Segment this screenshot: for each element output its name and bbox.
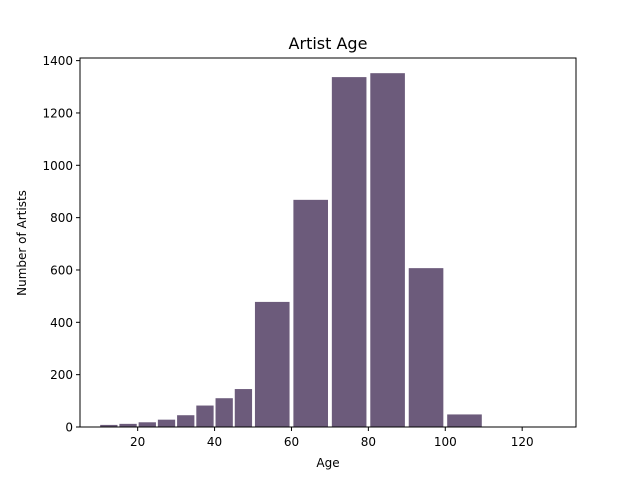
bar-20-25 bbox=[138, 422, 156, 427]
y-axis-ticks: 0 200 400 600 800 1000 1200 1400 bbox=[42, 54, 80, 435]
bar-60-70 bbox=[293, 199, 328, 427]
y-tick-label: 200 bbox=[50, 368, 73, 382]
y-axis-label: Number of Artists bbox=[15, 190, 29, 296]
y-tick-label: 400 bbox=[50, 316, 73, 330]
y-tick-label: 1200 bbox=[42, 106, 73, 120]
x-tick-label: 80 bbox=[361, 435, 376, 449]
chart-title: Artist Age bbox=[289, 34, 368, 53]
bar-90-100 bbox=[408, 268, 444, 427]
bar-80-90 bbox=[370, 73, 405, 428]
bar-15-20 bbox=[119, 423, 137, 427]
y-tick-label: 1400 bbox=[42, 54, 73, 68]
x-tick-label: 100 bbox=[434, 435, 457, 449]
bar-30-35 bbox=[177, 415, 195, 427]
y-tick-label: 800 bbox=[50, 211, 73, 225]
bar-70-80 bbox=[331, 77, 367, 428]
x-tick-label: 60 bbox=[284, 435, 299, 449]
bars-group bbox=[100, 73, 482, 428]
x-tick-label: 120 bbox=[511, 435, 534, 449]
y-tick-label: 1000 bbox=[42, 159, 73, 173]
x-axis-ticks: 20 40 60 80 100 120 bbox=[130, 427, 534, 449]
bar-35-40 bbox=[196, 405, 214, 427]
bar-25-30 bbox=[157, 419, 176, 427]
bar-50-60 bbox=[254, 301, 290, 427]
bar-45-50 bbox=[234, 389, 253, 427]
x-tick-label: 20 bbox=[130, 435, 145, 449]
x-tick-label: 40 bbox=[207, 435, 222, 449]
plot-frame bbox=[79, 57, 577, 428]
y-tick-label: 600 bbox=[50, 263, 73, 277]
bar-40-45 bbox=[215, 398, 233, 427]
x-axis-label: Age bbox=[316, 456, 339, 470]
bar-10-15 bbox=[100, 424, 118, 427]
bar-100-110 bbox=[447, 414, 482, 427]
y-tick-label: 0 bbox=[65, 421, 73, 435]
